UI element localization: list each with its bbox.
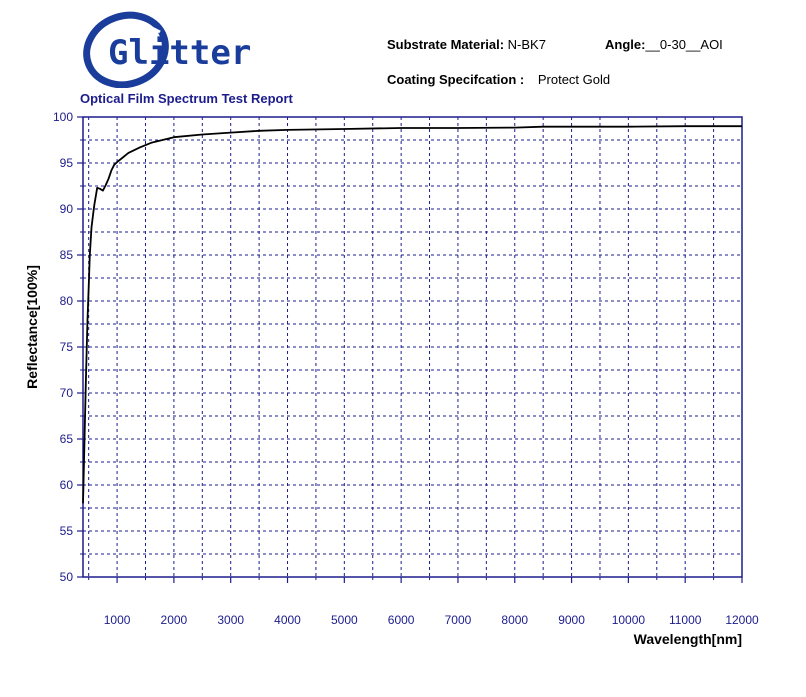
x-tick-label: 10000 [612,613,646,627]
x-tick-label: 11000 [669,613,702,627]
reflectance-curve [82,125,742,504]
y-tick-label: 80 [60,294,74,308]
x-tick-label: 5000 [331,613,358,627]
y-axis-label: Reflectance[100%] [24,265,40,389]
y-tick-label: 60 [60,478,74,492]
y-tick-label: 100 [53,110,73,124]
y-tick-label: 85 [60,248,74,262]
coating-value: Protect Gold [537,72,611,87]
x-tick-label: 3000 [217,613,244,627]
x-tick-label: 7000 [445,613,472,627]
x-axis-label: Wavelength[nm] [634,631,742,647]
angle-value: __0-30__AOI [645,37,723,52]
coating-label: Coating Specifcation : [387,72,525,87]
angle-label: Angle: [605,37,646,52]
x-tick-label: 12000 [725,613,759,627]
y-tick-label: 70 [60,386,74,400]
y-tick-label: 50 [60,570,74,584]
substrate-info: Substrate Material: N-BK7 [387,37,546,52]
substrate-value: N-BK7 [507,37,546,52]
x-tick-label: 6000 [388,613,415,627]
glitter-logo: Glitter [83,11,251,88]
svg-text:Glitter: Glitter [108,33,251,73]
x-tick-label: 4000 [274,613,301,627]
y-tick-label: 75 [60,340,74,354]
substrate-label: Substrate Material: [387,37,505,52]
x-tick-label: 8000 [501,613,528,627]
x-tick-label: 9000 [558,613,585,627]
x-tick-label: 1000 [104,613,131,627]
x-tick-label: 2000 [161,613,188,627]
y-tick-label: 90 [60,202,74,216]
y-tick-label: 95 [60,156,74,170]
y-tick-label: 55 [60,524,74,538]
y-tick-label: 65 [60,432,74,446]
coating-info: Coating Specifcation : Protect Gold [387,72,610,87]
report-title: Optical Film Spectrum Test Report [80,91,293,106]
angle-info: Angle:__0-30__AOI [605,37,723,52]
